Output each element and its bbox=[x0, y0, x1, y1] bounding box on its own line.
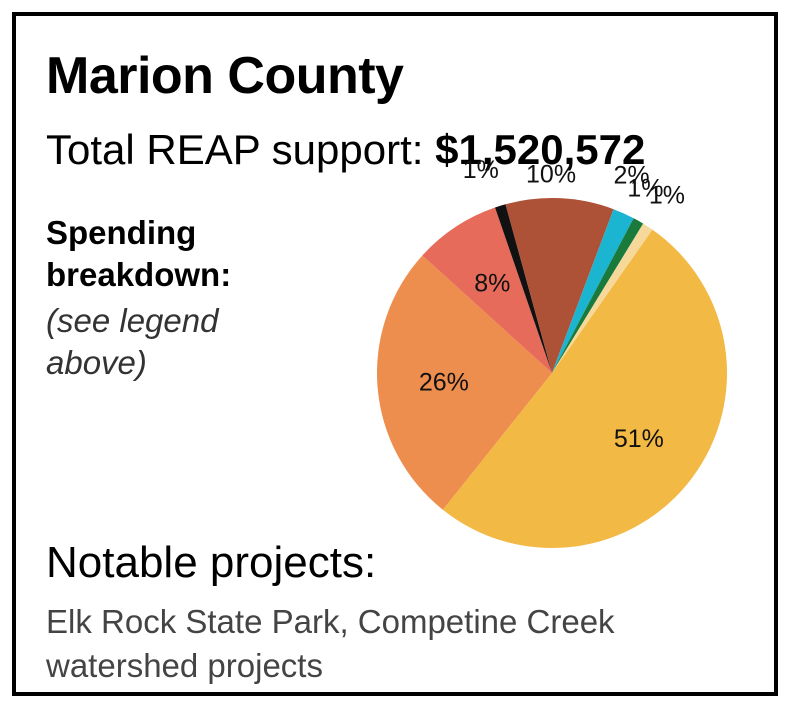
total-support-line: Total REAP support: $1,520,572 bbox=[46, 126, 645, 174]
notable-projects-text: Elk Rock State Park, Competine Creek wat… bbox=[46, 603, 615, 684]
spending-breakdown-note: (see legend above) bbox=[46, 302, 219, 381]
county-card: Marion County Total REAP support: $1,520… bbox=[12, 12, 778, 696]
pie-slice bbox=[552, 209, 634, 373]
pie-slice-label: 1% bbox=[627, 174, 663, 202]
pie-slice-label: 1% bbox=[649, 181, 685, 209]
spending-breakdown-heading: Spending breakdown: bbox=[46, 214, 232, 293]
spending-pie-chart: 51%26%8%1% 10% 2%1%1% bbox=[377, 156, 728, 549]
pie-slice-label: 10% bbox=[526, 161, 576, 189]
pie-slice bbox=[422, 207, 552, 373]
pie-slice-label: 1% bbox=[463, 156, 499, 184]
total-support-label: Total REAP support: bbox=[46, 126, 424, 173]
pie-slice bbox=[377, 255, 552, 510]
pie-slice bbox=[552, 218, 644, 373]
pie-slice bbox=[505, 198, 614, 373]
pie-slice bbox=[495, 204, 552, 373]
pie-slice-label: 2% bbox=[613, 161, 649, 189]
total-support-value: $1,520,572 bbox=[435, 126, 646, 173]
pie-slice-label: 26% bbox=[419, 369, 469, 397]
pie-slice-label: 8% bbox=[474, 269, 510, 297]
pie-slice bbox=[552, 223, 653, 373]
notable-projects-heading: Notable projects: bbox=[46, 538, 377, 587]
county-title: Marion County bbox=[46, 47, 404, 105]
pie-slice-label: 51% bbox=[614, 425, 664, 453]
pie-slice bbox=[442, 229, 728, 549]
